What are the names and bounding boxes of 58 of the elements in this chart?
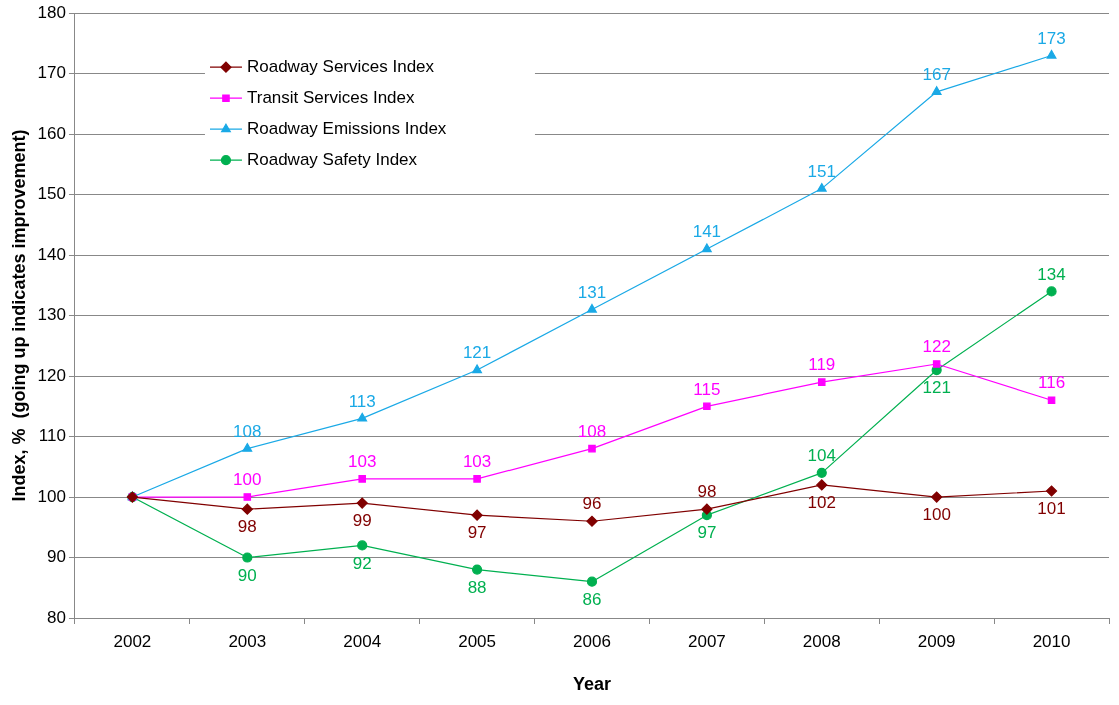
data-label: 101 bbox=[1037, 499, 1066, 519]
y-tick-label: 160 bbox=[37, 123, 66, 143]
data-label: 103 bbox=[462, 452, 492, 472]
data-label: 141 bbox=[692, 222, 722, 242]
y-tick-label: 150 bbox=[37, 184, 66, 204]
data-label: 122 bbox=[922, 337, 951, 357]
y-tick-label: 80 bbox=[47, 607, 66, 627]
y-tick-label: 100 bbox=[37, 486, 66, 506]
data-label: 151 bbox=[807, 161, 836, 181]
data-label: 98 bbox=[237, 517, 257, 537]
data-label: 131 bbox=[577, 282, 607, 302]
data-label: 119 bbox=[808, 355, 836, 375]
x-tick-label: 2010 bbox=[1032, 631, 1071, 651]
x-tick-label: 2003 bbox=[228, 631, 267, 651]
data-label: 121 bbox=[922, 378, 951, 398]
x-tick-label: 2008 bbox=[802, 631, 841, 651]
data-label: 99 bbox=[352, 511, 372, 531]
legend-label: Roadway Emissions Index bbox=[246, 118, 447, 138]
x-tick-label: 2009 bbox=[917, 631, 956, 651]
x-tick-label: 2006 bbox=[573, 631, 611, 651]
data-label: 103 bbox=[348, 452, 377, 472]
x-tick-label: 2007 bbox=[687, 631, 726, 651]
data-label: 100 bbox=[233, 470, 262, 490]
y-tick-label: 180 bbox=[37, 2, 66, 22]
data-label: 108 bbox=[577, 421, 607, 441]
data-label: 88 bbox=[467, 577, 487, 597]
legend-label: Transit Services Index bbox=[246, 87, 416, 107]
data-label: 96 bbox=[582, 494, 602, 514]
y-tick-label: 140 bbox=[37, 244, 66, 264]
data-label: 167 bbox=[922, 65, 951, 85]
data-label: 113 bbox=[348, 391, 376, 411]
x-tick-label: 2002 bbox=[113, 631, 152, 651]
data-label: 115 bbox=[693, 379, 721, 399]
data-label: 134 bbox=[1037, 264, 1066, 284]
data-label: 104 bbox=[807, 446, 836, 466]
y-tick-label: 170 bbox=[37, 63, 66, 83]
data-label: 86 bbox=[582, 589, 602, 609]
data-label: 108 bbox=[233, 421, 262, 441]
data-label: 97 bbox=[467, 523, 487, 543]
data-label: 100 bbox=[922, 505, 951, 525]
data-label: 116 bbox=[1038, 373, 1066, 393]
data-label: 102 bbox=[807, 493, 836, 513]
x-tick-label: 2004 bbox=[343, 631, 382, 651]
y-tick-label: 110 bbox=[38, 426, 66, 446]
x-tick-label: 2005 bbox=[458, 631, 496, 651]
data-label: 90 bbox=[237, 565, 257, 585]
y-tick-label: 130 bbox=[37, 305, 66, 325]
y-tick-label: 90 bbox=[47, 547, 66, 567]
data-label: 173 bbox=[1037, 28, 1066, 48]
legend-label: Roadway Safety Index bbox=[246, 149, 418, 169]
data-label: 98 bbox=[697, 482, 717, 502]
data-label: 92 bbox=[352, 553, 372, 573]
data-label: 121 bbox=[462, 343, 492, 363]
x-axis-title: Year bbox=[572, 674, 612, 695]
y-axis-title: Index, % (going up indicates improvement) bbox=[8, 129, 29, 502]
data-label: 97 bbox=[697, 523, 717, 543]
legend-label: Roadway Services Index bbox=[246, 56, 435, 76]
y-tick-label: 120 bbox=[37, 365, 66, 385]
